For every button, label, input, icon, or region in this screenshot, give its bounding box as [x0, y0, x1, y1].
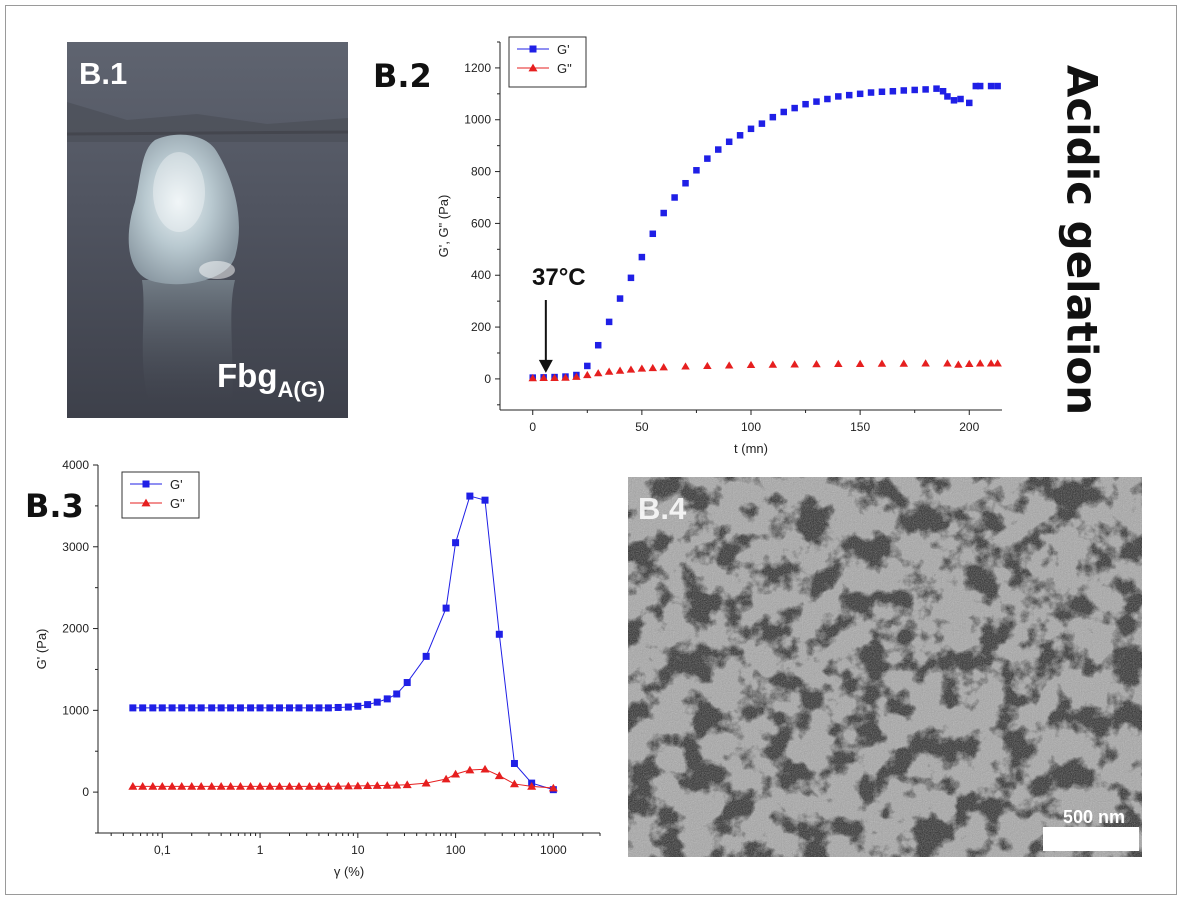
sample-name-base: Fbg	[217, 357, 277, 394]
panel-label-b1: B.1	[79, 56, 127, 91]
panel-label-b4: B.4	[638, 491, 687, 526]
tem-micrograph: B.4 500 nm	[628, 477, 1142, 857]
scale-bar	[1043, 827, 1139, 851]
sample-name-subscript: A(G)	[277, 377, 325, 402]
sample-name: FbgA(G)	[217, 357, 325, 402]
gel-photo: B.1 FbgA(G)	[67, 42, 348, 418]
side-title-text: Acidic gelation	[1057, 64, 1107, 416]
panel-label-b2: B.2	[373, 57, 432, 95]
panel-label-b3: B.3	[25, 487, 84, 525]
figure-frame	[5, 5, 1177, 895]
scale-bar-label: 500 nm	[1063, 807, 1125, 827]
